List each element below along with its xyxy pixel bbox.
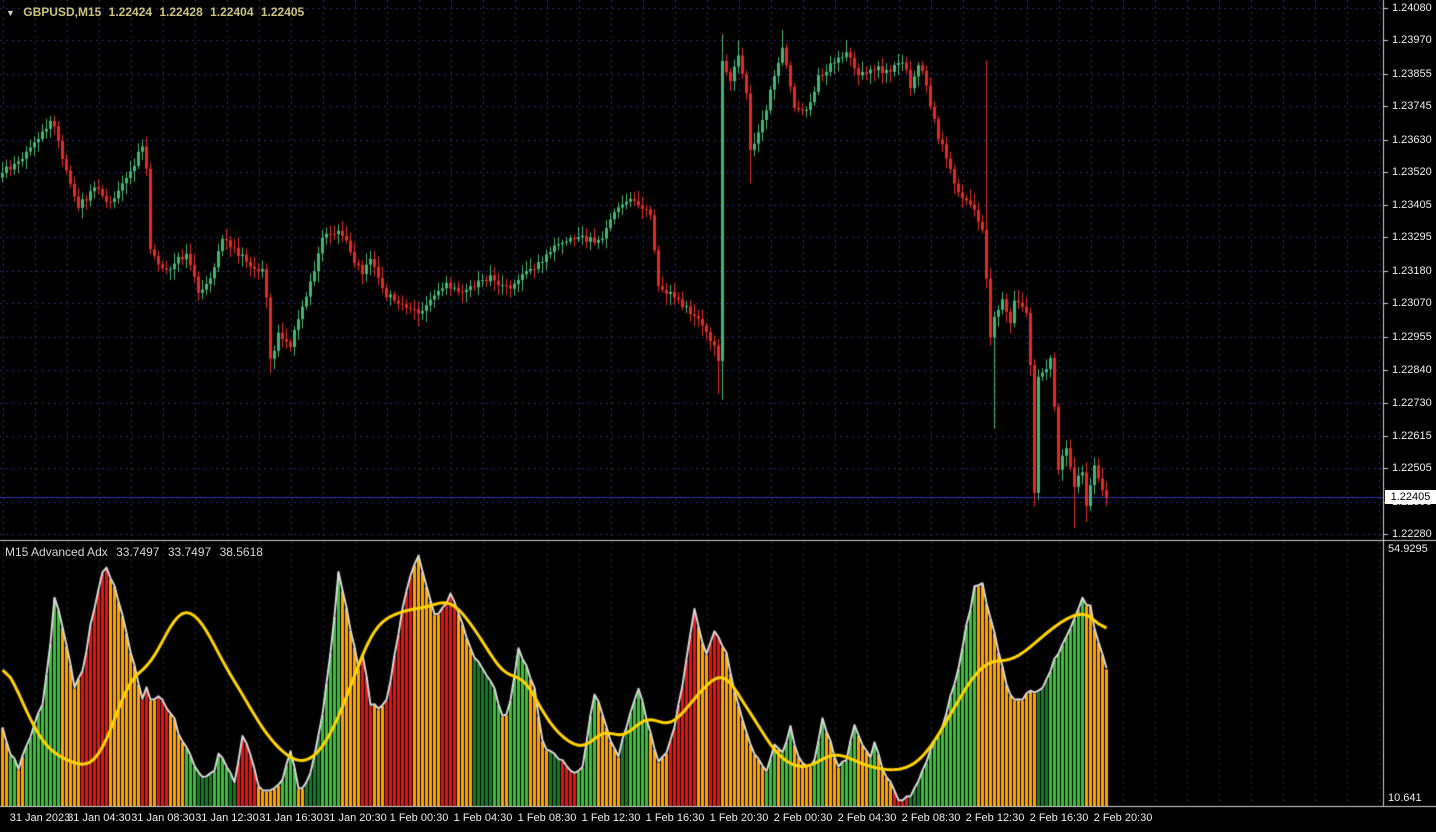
ohlc-open: 1.22424 (108, 5, 153, 19)
price-axis-label: 1.23855 (1392, 67, 1432, 80)
chart-ohlc-header: ▼ GBPUSD,M15 1.22424 1.22428 1.22404 1.2… (6, 5, 308, 19)
indicator-title: M15 Advanced Adx 33.7497 33.7497 38.5618 (5, 545, 268, 559)
time-axis-label: 2 Feb 12:30 (965, 812, 1025, 824)
price-axis-label: 1.24080 (1392, 2, 1432, 14)
price-axis-label: 1.23970 (1392, 34, 1432, 47)
indicator-value-2: 33.7497 (167, 545, 212, 559)
time-axis-label: 2 Feb 20:30 (1093, 812, 1153, 824)
ohlc-high: 1.22428 (159, 5, 203, 19)
time-axis-label: 31 Jan 04:30 (67, 812, 131, 824)
time-axis-label: 31 Jan 16:30 (259, 812, 323, 824)
symbol-dropdown-icon[interactable]: ▼ (6, 8, 15, 18)
time-axis-label: 31 Jan 08:30 (131, 812, 195, 824)
price-axis-label: 1.23180 (1392, 265, 1432, 277)
price-axis-label: 1.22615 (1392, 430, 1432, 443)
indicator-scale-max: 54.9295 (1388, 543, 1428, 555)
time-axis-label: 31 Jan 2023 (9, 812, 71, 824)
time-axis-label: 2 Feb 16:30 (1029, 812, 1089, 824)
time-axis-label: 31 Jan 12:30 (195, 812, 259, 824)
ohlc-low: 1.22404 (210, 5, 254, 19)
price-axis-label: 1.23070 (1392, 297, 1432, 310)
price-axis-label: 1.23295 (1392, 231, 1432, 244)
price-axis-label: 1.23520 (1392, 165, 1432, 178)
symbol-period-label: GBPUSD,M15 (23, 5, 102, 19)
time-axis-label: 1 Feb 16:30 (645, 812, 705, 824)
time-axis-label: 2 Feb 04:30 (837, 812, 897, 824)
indicator-value-3: 38.5618 (219, 545, 263, 559)
indicator-scale-min: 10.641 (1388, 792, 1422, 804)
time-axis-label: 2 Feb 00:30 (773, 812, 833, 824)
price-axis-label: 1.23630 (1392, 133, 1432, 146)
price-axis-label: 1.22280 (1392, 528, 1432, 540)
price-axis-label: 1.23745 (1392, 99, 1432, 112)
price-axis-label: 1.22730 (1392, 396, 1432, 409)
time-axis-label: 2 Feb 08:30 (901, 812, 961, 824)
time-axis-label: 1 Feb 20:30 (709, 812, 769, 824)
price-axis-label: 1.23405 (1392, 199, 1432, 212)
price-axis-label: 1.22505 (1392, 462, 1432, 475)
time-axis-label: 1 Feb 04:30 (453, 812, 513, 824)
indicator-name-label: M15 Advanced Adx (5, 545, 108, 559)
ohlc-close: 1.22405 (260, 5, 305, 19)
indicator-value-1: 33.7497 (116, 545, 160, 559)
price-axis-label: 1.22955 (1392, 330, 1432, 343)
price-axis-label: 1.22840 (1392, 364, 1432, 377)
time-axis-label: 1 Feb 00:30 (389, 812, 449, 824)
current-price-tag: 1.22405 (1385, 490, 1436, 505)
time-axis-label: 31 Jan 20:30 (323, 812, 387, 824)
time-axis-label: 1 Feb 08:30 (517, 812, 577, 824)
time-axis-label: 1 Feb 12:30 (581, 812, 641, 824)
